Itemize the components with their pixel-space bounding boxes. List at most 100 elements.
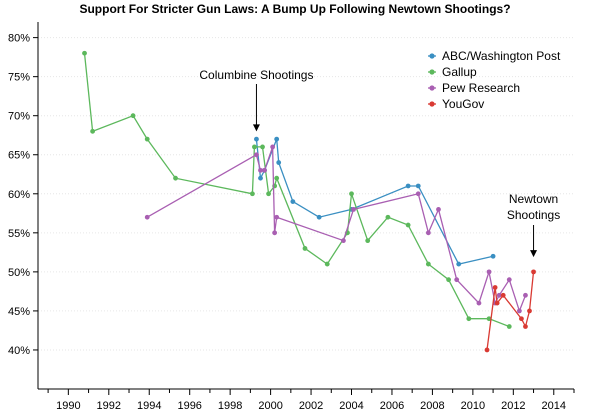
annotations: Columbine Shootings Newtown Shootings [199,68,560,258]
data-point [272,230,278,236]
legend-swatch [429,69,435,75]
x-tick-label: 2006 [380,400,404,412]
data-point [486,269,492,275]
data-point [254,152,259,158]
data-point [351,207,356,212]
y-tick-label: 80% [8,33,30,45]
data-point [436,207,441,212]
data-point [274,136,280,142]
data-point [130,113,136,119]
data-point [415,183,421,189]
x-tick-label: 1990 [56,400,80,412]
data-point [302,246,308,251]
series-layer [82,50,536,353]
annotation-arrow-head [252,124,260,132]
legend-label: Pew Research [442,81,520,95]
data-point [466,316,472,322]
data-point [484,347,490,353]
legend-label: ABC/Washington Post [442,49,561,63]
series-line [146,146,527,313]
x-tick-label: 2010 [461,400,485,412]
legend-swatch [429,101,435,107]
y-tick-label: 60% [8,189,30,201]
x-tick-label: 1998 [218,400,242,412]
grid [38,37,574,351]
x-tick-label: 2012 [501,400,525,412]
data-point [258,175,263,181]
legend-label: Gallup [442,65,477,79]
data-point [385,214,391,220]
legend: ABC/Washington Post Gallup Pew Research You… [428,49,561,111]
data-point [82,50,87,56]
data-point [90,128,96,134]
data-point [349,191,354,197]
data-point [500,292,506,298]
data-point [425,230,431,236]
x-tick-label: 1996 [177,400,201,412]
data-point [254,136,259,142]
annotation-shootings: Shootings [507,208,560,222]
annotation-arrow-head [530,250,538,258]
data-point [476,300,482,306]
data-point [516,308,522,314]
data-point [252,144,257,150]
series-line [486,271,535,351]
data-point [523,292,528,298]
legend-label: YouGov [442,97,484,111]
data-point [260,144,265,150]
data-point [276,160,282,165]
data-point [341,238,346,244]
x-tick-label: 2014 [542,400,566,412]
data-point [405,222,411,228]
data-point [456,261,462,267]
data-point [531,269,536,275]
data-point [144,214,150,220]
series-pew-research [144,144,528,314]
data-point [415,191,421,197]
data-point [506,324,512,329]
y-tick-label: 70% [8,111,30,123]
data-point [316,214,322,220]
x-tick-label: 1992 [97,400,121,412]
legend-item: Gallup [428,65,477,79]
data-point [144,136,150,142]
data-point [490,253,496,259]
x-tick-label: 2008 [420,400,444,412]
data-point [519,316,524,322]
data-point [527,308,532,314]
data-point [290,199,296,204]
x-tick-label: 2002 [299,400,323,412]
data-point [506,277,512,283]
x-tick-label: 1994 [137,400,161,412]
data-point [365,238,371,244]
series-gallup [82,50,512,329]
data-point [405,183,411,189]
legend-item: Pew Research [428,81,520,95]
data-point [250,191,255,197]
y-tick-label: 75% [8,72,30,84]
data-point [274,214,280,220]
x-tick-label: 2004 [339,400,363,412]
series-yougov [484,269,536,353]
data-point [258,167,263,173]
chart-title: Support For Stricter Gun Laws: A Bump Up… [79,2,510,16]
legend-item: YouGov [428,97,484,111]
legend-item: ABC/Washington Post [428,49,561,63]
data-point [496,292,502,298]
data-point [494,300,500,306]
data-point [492,285,498,290]
annotation-newtown: Newtown [509,192,558,206]
axes: 40% 45% 50% 55% 60% 65% 70% 75% 80% 1990 1992 1994 1… [8,22,575,412]
data-point [425,261,431,267]
data-point [274,175,280,181]
y-tick-label: 45% [8,306,30,318]
data-point [262,167,267,173]
y-tick-label: 55% [8,228,30,240]
annotation-columbine: Columbine Shootings [199,68,313,82]
data-point [173,175,178,181]
data-point [266,191,271,197]
data-point [324,261,330,267]
y-tick-label: 50% [8,267,30,279]
x-tick-label: 2000 [258,400,282,412]
